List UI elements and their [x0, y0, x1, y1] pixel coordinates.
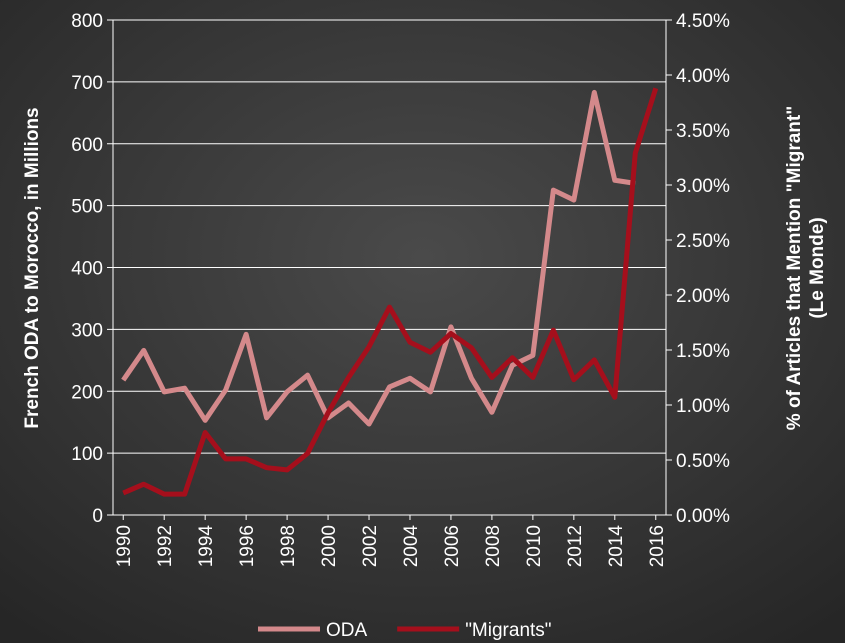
y-tick-label: 500 — [71, 197, 103, 218]
y-tick-label: 400 — [71, 259, 103, 280]
y-tick-label: 200 — [71, 382, 103, 403]
x-tick-label: 2002 — [360, 525, 381, 567]
y-tick-label: 700 — [71, 73, 103, 94]
series-line — [121, 89, 636, 427]
y2-tick-label: 3.50% — [676, 121, 730, 142]
legend-label: ODA — [326, 620, 368, 641]
y2-tick-label: 4.50% — [676, 11, 730, 32]
y2-tick-label: 1.50% — [676, 341, 730, 362]
y2-axis-label: (Le Monde) — [807, 217, 828, 318]
y2-axis-label: % of Articles that Mention "Migrant" — [784, 106, 805, 430]
y2-tick-label: 0.50% — [676, 451, 730, 472]
y2-tick-label: 2.00% — [676, 286, 730, 307]
x-tick-label: 1996 — [237, 525, 258, 567]
y2-tick-label: 1.00% — [676, 396, 730, 417]
x-tick-label: 2010 — [524, 525, 545, 567]
x-tick-label: 1998 — [278, 525, 299, 567]
x-tick-label: 2006 — [442, 525, 463, 567]
series-line — [122, 87, 659, 497]
y2-tick-label: 4.00% — [676, 66, 730, 87]
x-tick-label: 1990 — [114, 525, 135, 567]
y-tick-label: 600 — [71, 135, 103, 156]
y-tick-label: 0 — [92, 506, 103, 527]
x-tick-label: 2008 — [483, 525, 504, 567]
x-tick-label: 1994 — [196, 525, 217, 568]
y-tick-label: 300 — [71, 320, 103, 341]
y2-tick-label: 2.50% — [676, 231, 730, 252]
y2-tick-label: 0.00% — [676, 506, 730, 527]
y-tick-label: 100 — [71, 444, 103, 465]
y2-tick-label: 3.00% — [676, 176, 730, 197]
legend-label: "Migrants" — [465, 620, 551, 641]
x-tick-label: 1992 — [155, 525, 176, 567]
x-tick-label: 2016 — [647, 525, 668, 567]
x-tick-label: 2004 — [401, 525, 422, 568]
x-tick-label: 2000 — [319, 525, 340, 567]
y-tick-label: 800 — [71, 11, 103, 32]
x-tick-label: 2012 — [565, 525, 586, 567]
y-axis-label: French ODA to Morocco, in Millions — [22, 107, 43, 428]
x-tick-label: 2014 — [606, 525, 627, 568]
